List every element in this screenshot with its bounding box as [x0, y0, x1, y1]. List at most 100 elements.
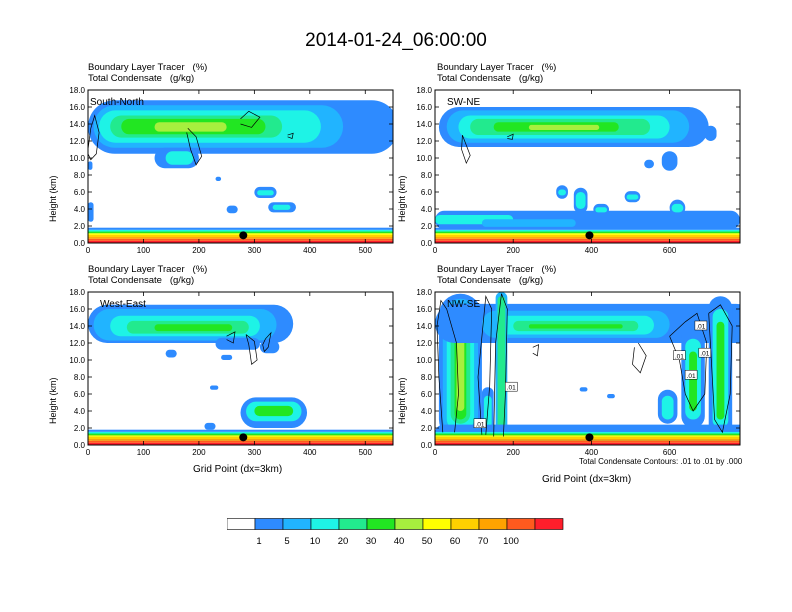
panel-west-east: Boundary Layer Tracer (%) Total Condensa… [40, 264, 395, 475]
condensate-contour [245, 334, 258, 365]
boundary-layer-band [435, 238, 740, 241]
y-tick-label: 4.0 [421, 205, 433, 214]
y-tick-label: 0.0 [74, 239, 86, 248]
y-tick-label: 2.0 [421, 222, 433, 231]
y-tick-label: 10.0 [69, 356, 85, 365]
field-blob [689, 351, 697, 411]
boundary-layer-band [88, 227, 393, 230]
field-blob [661, 395, 674, 420]
y-tick-label: 4.0 [421, 407, 433, 416]
x-tick-label: 200 [507, 246, 521, 255]
y-axis-label: Height (km) [48, 175, 58, 222]
x-axis-label: Grid Point (dx=3km) [193, 464, 283, 475]
y-axis-label: Height (km) [397, 175, 407, 222]
x-tick-label: 400 [303, 448, 317, 457]
colorbar-swatch [254, 518, 284, 530]
boundary-layer-band [88, 433, 393, 436]
panel-title-line1: Boundary Layer Tracer (%) [88, 62, 208, 73]
field-blob [154, 324, 233, 332]
y-tick-label: 18.0 [69, 288, 85, 297]
contour-label: .01 [475, 421, 484, 428]
field-blob [644, 159, 654, 169]
field-blob [481, 219, 576, 227]
colorbar-labels: 1 5 10 20 30 40 50 60 70 100 [0, 536, 792, 550]
y-tick-label: 6.0 [421, 390, 433, 399]
x-axis-label: Grid Point (dx=3km) [542, 474, 632, 485]
field-blob [558, 189, 566, 196]
x-tick-label: 200 [192, 448, 206, 457]
x-tick-label: 400 [303, 246, 317, 255]
y-tick-label: 12.0 [69, 137, 85, 146]
colorbar-swatch [478, 518, 508, 530]
field-blob [607, 394, 615, 399]
plot-frame [434, 89, 741, 244]
field-blob [165, 349, 177, 358]
panel-title-line1: Boundary Layer Tracer (%) [437, 264, 557, 275]
x-tick-label: 600 [663, 448, 677, 457]
y-tick-label: 14.0 [69, 120, 85, 129]
x-tick-label: 200 [192, 246, 206, 255]
panel-title-line1: Boundary Layer Tracer (%) [437, 62, 557, 73]
contour-label-box [673, 350, 686, 360]
panel-nw-se: Boundary Layer Tracer (%) Total Condensa… [387, 264, 742, 485]
x-tick-label: 400 [585, 448, 599, 457]
x-tick-label: 0 [433, 448, 438, 457]
location-marker [585, 231, 594, 240]
field-blob [259, 340, 280, 354]
boundary-layer-band [435, 240, 740, 243]
field-blob [257, 190, 274, 196]
field-layer [435, 90, 740, 243]
field-blob [661, 151, 678, 171]
y-tick-label: 16.0 [416, 103, 432, 112]
colorbar-label: 30 [365, 536, 377, 547]
colorbar-swatch [338, 518, 368, 530]
colorbar-label: 50 [421, 536, 433, 547]
panel-title-line2: Total Condensate (g/kg) [88, 275, 195, 286]
boundary-layer-band [435, 429, 740, 432]
panel-title-line1: Boundary Layer Tracer (%) [88, 264, 208, 275]
colorbar [227, 518, 564, 530]
field-blob [272, 204, 291, 210]
condensate-contour [632, 342, 647, 374]
colorbar-swatch [310, 518, 340, 530]
condensate-contour [477, 294, 493, 435]
x-tick-label: 600 [663, 246, 677, 255]
boundary-layer-band [88, 440, 393, 443]
cross-section-label: SW-NE [447, 97, 481, 108]
x-tick-label: 200 [507, 448, 521, 457]
x-tick-label: 500 [359, 246, 373, 255]
cross-section-label: South-North [90, 97, 144, 108]
y-tick-label: 12.0 [416, 339, 432, 348]
y-tick-label: 14.0 [416, 322, 432, 331]
field-blob [575, 192, 586, 209]
y-tick-label: 10.0 [416, 154, 432, 163]
x-tick-label: 300 [248, 246, 262, 255]
colorbar-swatch [422, 518, 452, 530]
cross-section-plot: 0 100 200 300 400 500 0.0 2.0 4.0 6.0 8.0 10.0 12.0 1… [69, 288, 394, 457]
boundary-layer-band [88, 238, 393, 241]
contour-label: .01 [700, 351, 709, 358]
y-tick-label: 10.0 [69, 154, 85, 163]
y-tick-label: 16.0 [416, 305, 432, 314]
x-tick-label: 100 [137, 448, 151, 457]
panel-south-north: Boundary Layer Tracer (%) Total Condensa… [40, 62, 395, 262]
y-tick-label: 0.0 [74, 441, 86, 450]
condensate-contour [88, 114, 100, 161]
y-axis-label: Height (km) [48, 377, 58, 424]
boundary-layer-band [88, 442, 393, 445]
field-blob [215, 337, 260, 350]
location-marker [585, 433, 594, 442]
panel-sw-ne: Boundary Layer Tracer (%) Total Condensa… [387, 62, 742, 262]
field-blob [88, 161, 93, 170]
contour-label-box [684, 370, 698, 380]
contour-label-box [505, 381, 518, 392]
y-tick-label: 14.0 [416, 120, 432, 129]
boundary-layer-band [88, 240, 393, 243]
condensate-contour [708, 304, 733, 434]
field-layer: .01 .01 .01 .01 .01 .01 [435, 292, 740, 445]
field-blob [528, 324, 623, 329]
boundary-layer-band [435, 431, 740, 434]
field-blob [704, 125, 717, 141]
field-blob [226, 205, 238, 214]
colorbar-label: 20 [337, 536, 349, 547]
